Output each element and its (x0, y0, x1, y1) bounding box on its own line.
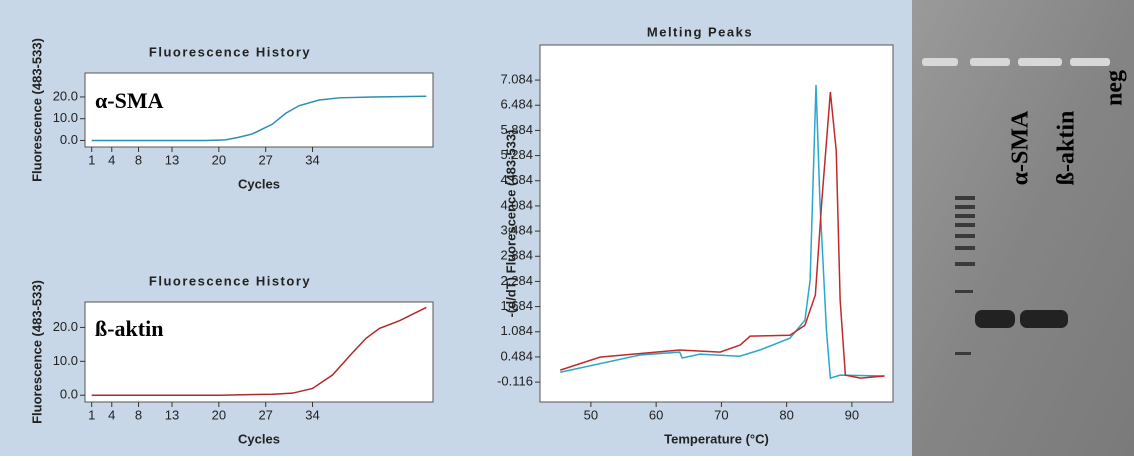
x-tick-label: 13 (165, 152, 179, 167)
y-tick-label: 5.284 (500, 147, 533, 162)
x-tick-label: 27 (258, 407, 272, 422)
y-tick-label: 2.884 (500, 248, 533, 263)
y-tick-label: 0.484 (500, 348, 533, 363)
chart-title: Fluorescence History (149, 44, 311, 59)
y-tick-label: 5.884 (500, 122, 533, 137)
plot-area (84, 301, 434, 403)
annotation: α-SMA (95, 88, 164, 113)
x-tick-label: 20 (212, 407, 226, 422)
y-tick-label: 0.0 (60, 387, 78, 402)
y-axis-label: Fluorescence (483-533) (29, 280, 44, 424)
x-tick-label: 20 (212, 152, 226, 167)
lane-label: α-SMA (1008, 110, 1034, 185)
x-tick-label: 8 (135, 407, 142, 422)
x-axis-label: Cycles (238, 431, 280, 446)
y-tick-label: 10.0 (53, 110, 78, 125)
y-tick-label: 4.084 (500, 197, 533, 212)
y-tick-label: 2.284 (500, 273, 533, 288)
lane-label: neg (1102, 70, 1128, 106)
y-tick-label: 7.084 (500, 72, 533, 87)
x-tick-label: 8 (135, 152, 142, 167)
x-tick-label: 34 (305, 407, 319, 422)
data-line (91, 306, 427, 396)
y-tick-label: 20.0 (53, 88, 78, 103)
x-tick-label: 60 (649, 407, 663, 422)
x-axis-label: Temperature (°C) (664, 431, 769, 446)
y-tick-label: 6.484 (500, 97, 533, 112)
x-tick-label: 90 (845, 407, 859, 422)
x-axis-label: Cycles (238, 176, 280, 191)
y-axis-label: -(d/dT) Fluorescence (483-533) (503, 130, 518, 318)
gel-image (912, 0, 1134, 456)
x-tick-label: 80 (779, 407, 793, 422)
data-line (91, 95, 427, 142)
y-tick-label: 3.484 (500, 223, 533, 238)
y-tick-label: 1.084 (500, 323, 533, 338)
y-tick-label: -0.116 (497, 374, 533, 389)
x-tick-label: 70 (714, 407, 728, 422)
x-tick-label: 4 (108, 152, 115, 167)
data-line (559, 91, 885, 379)
x-tick-label: 1 (88, 407, 95, 422)
x-tick-label: 27 (258, 152, 272, 167)
y-tick-label: 1.684 (500, 298, 533, 313)
lane-label: ß-aktin (1054, 111, 1080, 186)
plot-area (84, 72, 434, 148)
x-tick-label: 4 (108, 407, 115, 422)
y-tick-label: 0.0 (60, 132, 78, 147)
x-tick-label: 50 (584, 407, 598, 422)
annotation: ß-aktin (95, 316, 163, 341)
chart-title: Melting Peaks (647, 24, 753, 39)
data-line (560, 84, 885, 380)
x-tick-label: 1 (88, 152, 95, 167)
y-axis-label: Fluorescence (483-533) (29, 38, 44, 182)
x-tick-label: 34 (305, 152, 319, 167)
y-tick-label: 20.0 (53, 319, 78, 334)
chart-title: Fluorescence History (149, 273, 311, 288)
plot-area (539, 44, 894, 403)
x-tick-label: 13 (165, 407, 179, 422)
y-tick-label: 10.0 (53, 353, 78, 368)
y-tick-label: 4.684 (500, 172, 533, 187)
